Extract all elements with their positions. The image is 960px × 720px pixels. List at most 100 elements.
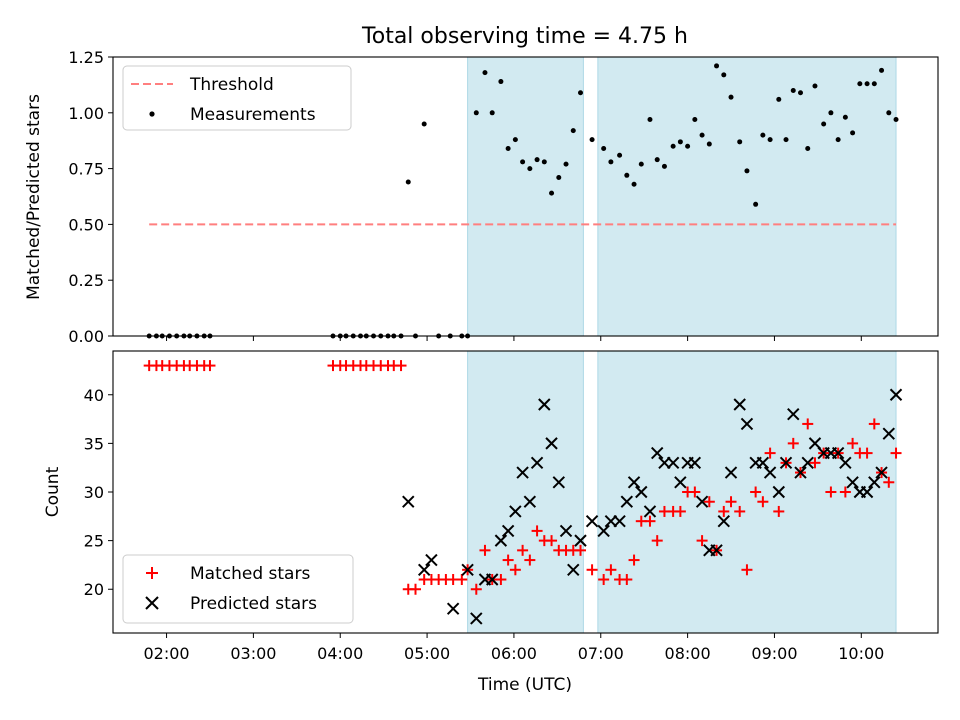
measurement-point [677,139,683,145]
predicted-stars-point [470,612,483,625]
predicted-stars-point [674,476,687,489]
measurement-point [482,70,488,76]
matched-stars-point [598,574,610,586]
y-tick-label: 0.75 [68,160,104,179]
measurement-point [753,201,759,207]
measurement-point [534,157,540,163]
measurement-point [850,130,856,136]
matched-stars-point [741,564,753,576]
predicted-stars-point [538,398,551,411]
predicted-stars-point [651,446,664,460]
matched-stars-point [479,544,491,556]
predicted-stars-point [516,466,529,479]
predicted-stars-point [868,476,881,489]
measurement-point [842,114,848,120]
measurement-point [692,116,698,122]
matched-stars-point [757,496,769,508]
top-y-axis: 0.00 0.25 0.50 0.75 1.00 1.25 [68,48,113,346]
measurement-point [654,157,660,163]
matched-stars-point [395,360,407,372]
matched-stars-point [764,447,776,459]
predicted-stars-point [530,456,544,470]
counts-layer [143,360,903,625]
matched-stars-point [787,437,799,449]
matched-stars-point [502,554,514,566]
measurement-point [776,96,782,102]
measurement-point [760,132,766,138]
predicted-stars-point [733,398,746,411]
bottom-x-axis-label: Time (UTC) [477,675,572,695]
measurement-point [638,161,644,167]
predicted-stars-point [494,534,508,547]
y-tick-label: 1.00 [68,104,104,123]
matched-stars-point [725,496,737,508]
predicted-stars-point [425,553,438,567]
matched-stars-point [868,418,880,430]
bottom-y-axis: 20 25 30 35 40 [84,386,113,599]
top-y-axis-label: Matched/Predicted stars [24,94,44,300]
measurement-point [631,181,637,187]
matched-stars-point [750,486,762,498]
matched-stars-point [696,535,708,547]
matched-stars-point [825,486,837,498]
x-tick-label: 08:00 [665,644,711,663]
legend-predicted-label: Predicted stars [190,594,317,614]
matched-stars-point [546,535,558,547]
matched-stars-point [204,360,216,372]
matched-stars-point [703,496,715,508]
top-panel: 0.00 0.25 0.50 0.75 1.00 1.25 Matched/Predict… [24,48,939,346]
measurement-point [821,121,827,127]
measurement-point [744,168,750,174]
measurement-point [728,94,734,100]
matched-stars-point [839,486,851,498]
measurement-point [714,63,720,69]
matched-stars-point [628,554,640,566]
measurement-point [589,137,595,143]
x-tick-label: 09:00 [751,644,797,663]
measurement-point [473,110,479,116]
measurement-point [790,87,796,93]
measurement-point [857,81,863,87]
predicted-stars-point [882,427,895,440]
bottom-legend: Matched stars Predicted stars [122,554,354,624]
measurement-point [879,67,885,73]
matched-stars-point [586,564,598,576]
measurement-point [520,159,526,165]
predicted-stars-point [509,505,522,518]
predicted-stars-point [772,485,785,499]
measurement-point [670,143,676,149]
matched-stars-point [734,505,746,517]
observing-window-1 [467,56,584,337]
measurement-point [661,163,667,169]
matched-stars-point [495,574,507,586]
predicted-stars-point [740,417,754,431]
matched-stars-point [470,583,482,595]
predicted-stars-point [889,388,903,401]
x-tick-label: 03:00 [230,644,276,663]
y-tick-label: 0.25 [68,271,104,290]
measurement-point [886,110,892,116]
predicted-stars-point [875,466,888,479]
predicted-stars-point [666,456,680,470]
x-tick-label: 05:00 [404,644,450,663]
predicted-stars-point [794,466,807,479]
y-tick-label: 40 [84,386,104,405]
matched-stars-point [517,544,529,556]
predicted-stars-point [839,456,852,470]
predicted-stars-point [417,563,431,577]
legend-measurements-label: Measurements [190,105,316,125]
top-legend: Threshold Measurements [122,65,352,131]
x-tick-label: 07:00 [578,644,624,663]
predicted-stars-point [801,456,814,470]
predicted-stars-point [620,495,634,508]
matched-stars-point [410,583,421,595]
predicted-stars-point [597,524,610,538]
matched-stars-point [456,574,468,586]
measurement-point [647,116,653,122]
matched-stars-point [509,564,521,576]
predicted-stars-point [545,437,558,450]
measurement-point [556,175,562,181]
matched-stars-point [861,447,873,459]
measurement-point [685,143,691,149]
